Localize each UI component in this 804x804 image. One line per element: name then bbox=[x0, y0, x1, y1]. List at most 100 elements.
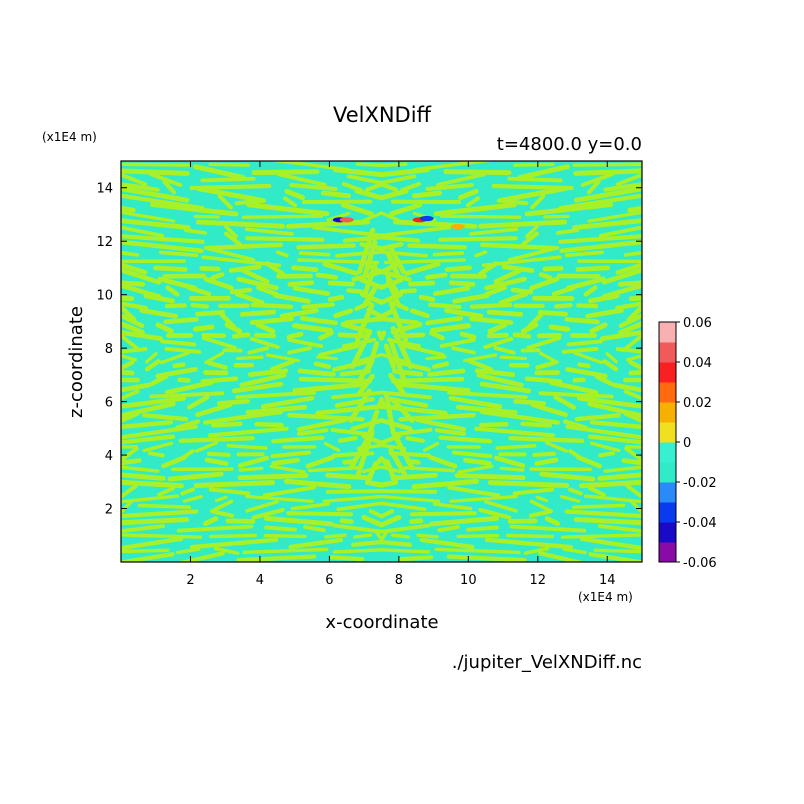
colorbar-tick-label: 0.06 bbox=[683, 316, 712, 331]
field-stripe bbox=[532, 451, 557, 457]
field-stripe bbox=[121, 280, 146, 287]
field-stripe bbox=[200, 176, 256, 183]
field-stripe bbox=[526, 336, 561, 350]
y-tick-label: 2 bbox=[105, 503, 113, 518]
field-stripe bbox=[617, 280, 642, 287]
field-stripe bbox=[235, 355, 264, 361]
field-stripe bbox=[388, 372, 407, 397]
field-stripe bbox=[479, 381, 532, 394]
field-stripe bbox=[346, 288, 364, 294]
field-stripe bbox=[603, 182, 642, 192]
field-stripe bbox=[585, 307, 624, 319]
field-stripe bbox=[484, 537, 574, 550]
field-stripe bbox=[251, 169, 320, 176]
heatmap-field bbox=[121, 161, 642, 562]
field-stripe bbox=[418, 294, 436, 302]
field-stripe bbox=[228, 264, 262, 273]
field-stripe bbox=[324, 533, 347, 539]
field-stripe bbox=[383, 343, 397, 370]
field-stripe bbox=[593, 548, 642, 554]
field-stripe bbox=[484, 499, 518, 513]
field-stripe bbox=[210, 421, 243, 428]
field-stripe bbox=[239, 372, 287, 388]
field-stripe bbox=[572, 218, 642, 230]
field-stripe bbox=[275, 250, 289, 258]
field-stripe bbox=[480, 242, 557, 251]
colorbar-swatch bbox=[659, 402, 676, 423]
colorbar-swatches bbox=[659, 322, 676, 563]
field-stripe bbox=[121, 186, 190, 203]
field-stripe bbox=[245, 494, 314, 503]
field-stripe bbox=[419, 537, 475, 550]
field-stripe bbox=[379, 501, 427, 512]
field-stripe bbox=[121, 434, 176, 445]
field-stripe bbox=[447, 390, 528, 400]
field-stripe bbox=[411, 478, 480, 490]
field-stripe bbox=[555, 228, 580, 235]
field-stripe bbox=[400, 181, 422, 193]
field-stripe bbox=[427, 368, 466, 377]
field-stripe bbox=[327, 280, 356, 287]
field-stripe bbox=[273, 293, 311, 304]
x-unit-label: (x1E4 m) bbox=[578, 590, 633, 604]
field-stripe bbox=[362, 262, 378, 297]
field-stripe bbox=[621, 333, 642, 353]
field-stripe bbox=[411, 190, 443, 199]
field-stripe bbox=[497, 185, 569, 203]
field-stripe bbox=[601, 283, 642, 299]
field-stripe bbox=[157, 486, 176, 497]
field-stripe bbox=[469, 227, 519, 236]
field-stripe bbox=[157, 276, 198, 291]
field-stripe bbox=[523, 546, 550, 555]
field-stripe bbox=[160, 455, 187, 469]
field-stripe bbox=[429, 330, 445, 341]
field-stripe bbox=[356, 357, 375, 385]
field-stripe bbox=[193, 480, 276, 488]
field-stripe bbox=[404, 261, 441, 276]
field-stripe bbox=[565, 366, 608, 379]
field-stripe bbox=[164, 346, 202, 354]
field-stripe bbox=[621, 458, 642, 466]
colorbar-tick-label: -0.04 bbox=[683, 516, 717, 531]
colorbar-swatch bbox=[659, 422, 676, 443]
field-stripe bbox=[121, 267, 162, 285]
colorbar-swatch bbox=[659, 522, 676, 543]
field-stripe bbox=[262, 485, 316, 498]
field-stripe bbox=[149, 374, 169, 386]
field-stripe bbox=[333, 308, 354, 319]
field-stripe bbox=[538, 351, 559, 365]
field-stripe bbox=[628, 369, 642, 376]
field-stripe bbox=[558, 234, 642, 244]
colorbar-swatch bbox=[659, 322, 676, 343]
field-stripe bbox=[256, 285, 279, 297]
field-stripe bbox=[199, 265, 221, 272]
field-stripe bbox=[568, 448, 582, 460]
field-stripe bbox=[615, 301, 642, 311]
field-stripe bbox=[391, 368, 424, 377]
field-stripe bbox=[338, 435, 358, 443]
field-stripe bbox=[341, 181, 363, 193]
field-stripe bbox=[121, 330, 164, 342]
field-stripe bbox=[399, 288, 417, 294]
field-stripe bbox=[379, 548, 431, 554]
field-stripe bbox=[234, 291, 265, 306]
field-stripe bbox=[287, 280, 315, 287]
x-axis-label: x-coordinate bbox=[325, 612, 438, 633]
field-stripe bbox=[397, 382, 471, 393]
field-stripe bbox=[618, 313, 642, 329]
field-stripe bbox=[147, 451, 165, 458]
field-stripe bbox=[357, 227, 376, 275]
field-stripe bbox=[190, 303, 210, 309]
field-stripe bbox=[542, 265, 564, 272]
field-stripe bbox=[181, 448, 195, 460]
field-stripe bbox=[292, 323, 334, 334]
field-stripe bbox=[436, 172, 486, 187]
field-stripe bbox=[249, 316, 294, 325]
field-stripe bbox=[379, 494, 441, 503]
extreme-spot bbox=[339, 217, 354, 223]
field-stripe bbox=[121, 524, 166, 534]
field-stripe bbox=[121, 205, 136, 213]
field-stripe bbox=[214, 495, 228, 503]
field-stripe bbox=[583, 285, 598, 297]
y-tick-label: 12 bbox=[96, 235, 113, 250]
